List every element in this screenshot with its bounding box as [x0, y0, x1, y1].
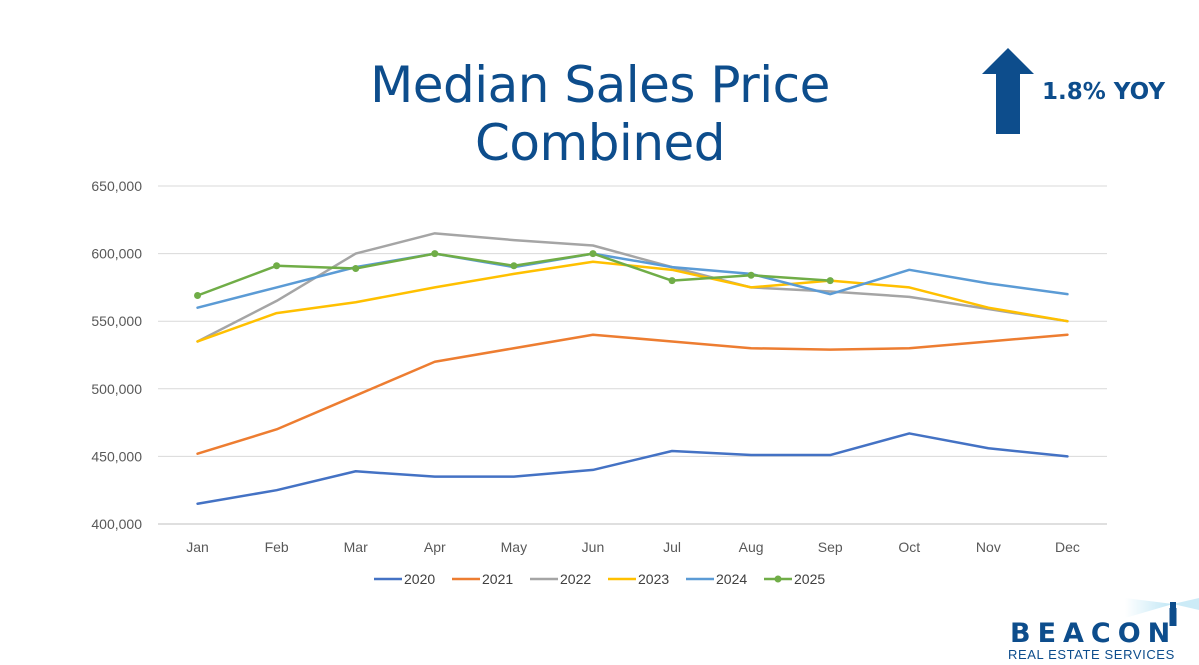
legend-label: 2022	[560, 571, 591, 587]
legend-item-2025: 2025	[764, 571, 825, 587]
legend-label: 2024	[716, 571, 747, 587]
x-tick-label: Mar	[344, 539, 368, 555]
series-2020	[196, 432, 1069, 505]
legend-item-2024: 2024	[686, 571, 747, 587]
data-point	[352, 264, 360, 272]
legend-label: 2025	[794, 571, 825, 587]
up-arrow-icon	[982, 48, 1034, 134]
series-line-2024	[196, 252, 1069, 309]
x-axis: Jan Feb Mar Apr May Jun Jul Aug Sep Oct Nov Dec	[186, 539, 1080, 555]
data-point	[826, 277, 834, 285]
x-tick-label: Jul	[663, 539, 681, 555]
x-tick-label: Apr	[424, 539, 446, 555]
series-line-2022	[196, 232, 1069, 343]
series-2021	[196, 333, 1069, 455]
x-tick-label: Oct	[898, 539, 920, 555]
x-tick-label: Sep	[818, 539, 843, 555]
y-tick-label: 450,000	[91, 448, 142, 464]
x-tick-label: Dec	[1055, 539, 1080, 555]
y-tick-label: 400,000	[91, 516, 142, 532]
y-axis: 400,000 450,000 500,000 550,000 600,000 650,0…	[91, 178, 142, 532]
series-line-2021	[196, 333, 1069, 455]
data-point	[747, 271, 755, 279]
x-tick-label: Jan	[186, 539, 209, 555]
legend-label: 2023	[638, 571, 669, 587]
chart-legend: 2020 2021 2022 2023 2024 2025	[374, 571, 825, 587]
x-tick-label: May	[501, 539, 527, 555]
data-point	[194, 292, 202, 300]
x-tick-label: Jun	[582, 539, 605, 555]
x-tick-label: Feb	[265, 539, 289, 555]
yoy-change-label: 1.8% YOY	[1042, 79, 1166, 105]
y-tick-label: 650,000	[91, 178, 142, 194]
beacon-logo: BEACON REAL ESTATE SERVICES	[1000, 598, 1199, 665]
chart-series	[194, 232, 1069, 505]
series-2025	[194, 250, 834, 300]
data-point	[668, 277, 676, 285]
series-2024	[196, 252, 1069, 309]
series-line-2023	[196, 260, 1069, 343]
legend-label: 2020	[404, 571, 435, 587]
series-line-2020	[196, 432, 1069, 505]
lighthouse-beam-icon	[1125, 598, 1199, 626]
data-point	[273, 262, 281, 270]
chart-gridlines	[158, 185, 1107, 525]
data-point	[431, 250, 439, 258]
page-title: Median Sales Price Combined	[370, 56, 830, 172]
legend-item-2020: 2020	[374, 571, 435, 587]
x-tick-label: Nov	[976, 539, 1001, 555]
legend-item-2022: 2022	[530, 571, 591, 587]
legend-item-2023: 2023	[608, 571, 669, 587]
y-tick-label: 550,000	[91, 313, 142, 329]
series-2022	[196, 232, 1069, 343]
data-point	[589, 250, 597, 258]
legend-marker	[774, 575, 782, 583]
logo-subtitle: REAL ESTATE SERVICES	[1008, 647, 1175, 662]
series-2023	[196, 260, 1069, 343]
legend-label: 2021	[482, 571, 513, 587]
data-point	[510, 262, 518, 270]
logo-wordmark: BEACON	[1010, 618, 1178, 649]
y-tick-label: 500,000	[91, 381, 142, 397]
line-chart: 400,000 450,000 500,000 550,000 600,000 650,0…	[91, 178, 1107, 587]
y-tick-label: 600,000	[91, 246, 142, 262]
x-tick-label: Aug	[739, 539, 764, 555]
legend-item-2021: 2021	[452, 571, 513, 587]
